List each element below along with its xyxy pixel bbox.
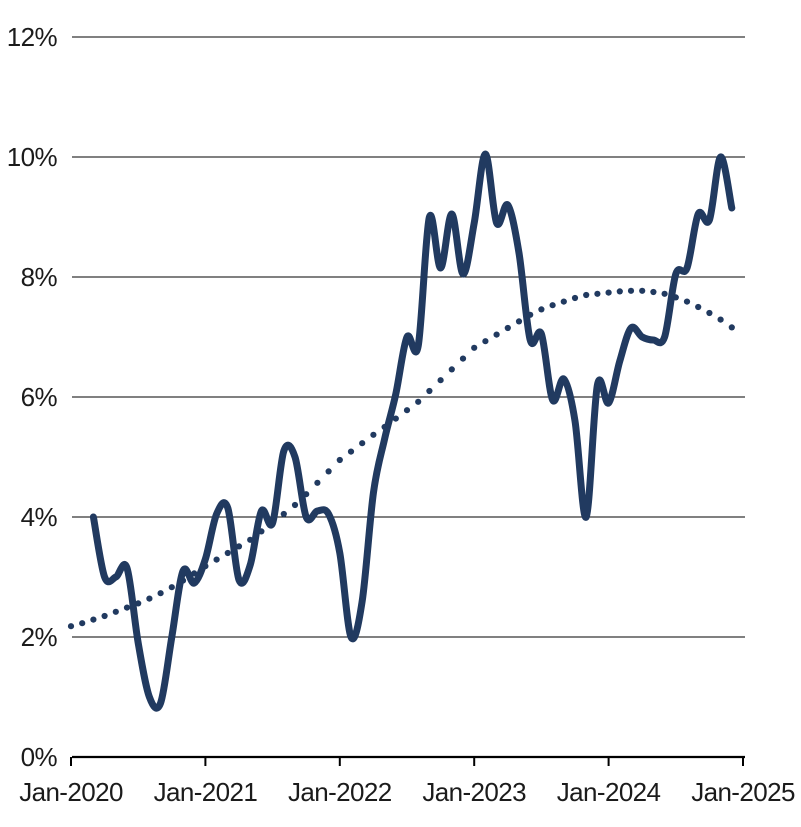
trend-dot <box>571 294 579 302</box>
trend-dot <box>336 456 343 464</box>
x-axis-ticks-group <box>70 757 744 766</box>
trend-dot <box>583 291 590 299</box>
trend-dot <box>359 440 366 447</box>
trend-dot <box>112 608 119 615</box>
trend-dot <box>538 306 545 313</box>
trend-dot <box>67 623 75 630</box>
trend-dot <box>717 316 724 323</box>
trend-dot <box>168 584 175 591</box>
trend-dot <box>79 620 86 627</box>
trend-dot <box>493 331 500 338</box>
trend-dot <box>448 366 455 373</box>
trend-dot <box>291 501 299 509</box>
trend-dot <box>471 344 478 351</box>
trend-dot <box>347 448 355 455</box>
trend-dot <box>213 556 220 563</box>
trend-dot <box>605 289 612 296</box>
trend-dot <box>314 479 321 486</box>
trend-dot <box>426 387 433 395</box>
trend-dot <box>459 355 467 362</box>
trend-dot <box>280 510 287 518</box>
x-axis-tick-label: Jan-2023 <box>422 777 526 807</box>
trend-dot <box>683 298 691 305</box>
trend-dot <box>370 431 377 438</box>
trend-dot <box>482 338 489 345</box>
trend-dot <box>549 302 556 309</box>
trend-dot <box>650 288 657 296</box>
y-axis-tick-label: 6% <box>21 382 58 412</box>
trend-dot <box>437 377 444 384</box>
y-axis-tick-label: 2% <box>21 622 58 652</box>
trend-dot <box>224 549 231 557</box>
trend-dot <box>101 612 108 620</box>
x-axis-tick-label: Jan-2020 <box>19 777 123 807</box>
gridlines-group <box>72 36 745 759</box>
solid-data-line <box>89 150 736 712</box>
trend-dot <box>146 595 153 602</box>
x-axis-tick-label: Jan-2025 <box>691 777 795 807</box>
trend-dot <box>415 398 422 405</box>
trend-dot <box>135 600 142 607</box>
y-axis-tick-label: 10% <box>7 142 58 172</box>
x-axis-tick-label: Jan-2021 <box>154 777 258 807</box>
trend-dot <box>235 543 243 550</box>
trend-dot <box>616 288 623 295</box>
trend-dot <box>191 570 198 577</box>
x-axis-tick-label: Jan-2024 <box>557 777 661 807</box>
trend-dot <box>157 590 164 597</box>
y-axis-tick-label: 12% <box>7 22 58 52</box>
trend-dot <box>560 298 567 305</box>
y-axis-tick-label: 0% <box>21 742 58 772</box>
trend-dot <box>325 468 332 475</box>
x-axis-labels-group: Jan-2020 Jan-2021 Jan-2022 Jan-2023 Jan-2024… <box>19 777 795 807</box>
trend-dot <box>695 303 702 311</box>
trend-dot <box>661 290 668 297</box>
trend-dot <box>123 604 131 611</box>
trend-dot <box>627 287 635 294</box>
trend-dot <box>515 318 523 325</box>
trend-dot <box>594 290 601 297</box>
x-axis-tick-label: Jan-2022 <box>288 777 392 807</box>
y-axis-tick-label: 8% <box>21 262 58 292</box>
trend-dot <box>706 309 713 317</box>
trend-dot <box>90 616 97 623</box>
y-axis-labels-group: 0% 2% 4% 6% 8% 10% 12% <box>7 22 58 772</box>
trend-dot <box>728 324 735 331</box>
trend-dot <box>403 407 411 414</box>
trend-dot <box>504 324 511 332</box>
trend-dot <box>639 287 646 294</box>
trend-dot <box>392 415 399 422</box>
dotted-trend-line <box>67 287 735 630</box>
y-axis-tick-label: 4% <box>21 502 58 532</box>
